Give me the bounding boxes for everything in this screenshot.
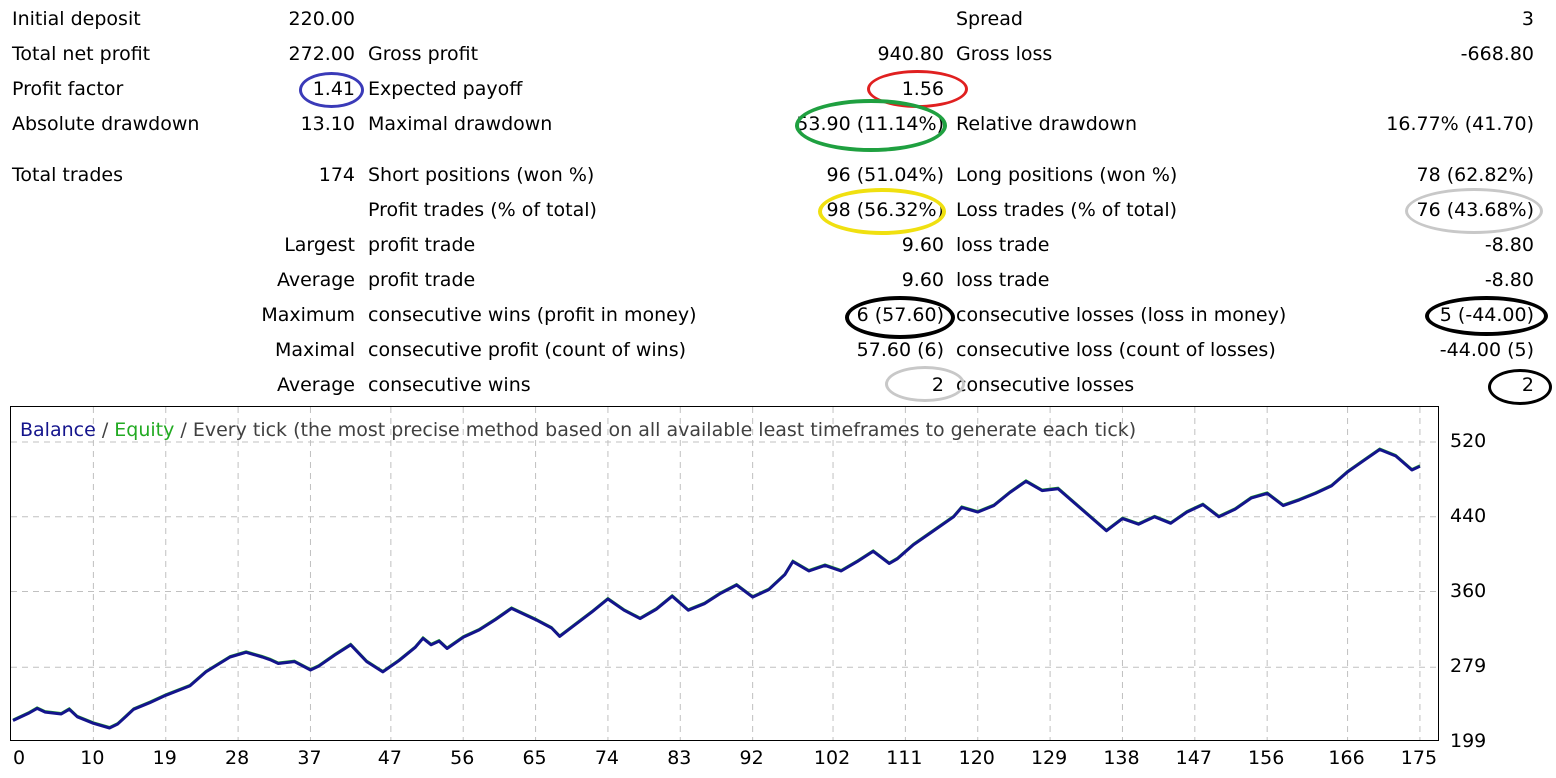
highlight-profit-factor [299,72,364,108]
label-gross-loss: Gross loss [956,43,1053,65]
x-tick-label: 147 [1175,747,1212,769]
value-relative-drawdown: 16.77% (41.70) [1386,113,1534,135]
value-long-positions: 78 (62.82%) [1416,164,1535,186]
x-tick-label: 102 [813,747,851,769]
value-largest-profit-trade: 9.60 [901,234,944,256]
label-absolute-drawdown: Absolute drawdown [12,113,200,135]
highlight-loss-trades [1405,188,1543,234]
chart-legend: Balance / Equity / Every tick (the most … [20,419,1136,441]
highlight-profit-trades [818,188,946,235]
legend-balance: Balance [20,419,96,441]
y-tick-label: 199 [1450,730,1487,752]
x-tick-label: 156 [1248,747,1285,769]
y-tick-label: 279 [1450,655,1487,678]
label-spread: Spread [956,8,1023,30]
x-tick-label: 28 [225,747,250,769]
value-total-trades: 174 [318,164,355,186]
balance-equity-chart [10,406,1439,741]
x-tick-label: 74 [594,747,620,769]
value-largest-loss-trade: -8.80 [1484,234,1534,256]
label-total-trades: Total trades [12,164,123,186]
legend-sep-2: / [174,419,193,441]
label-maximum: Maximum [261,304,355,326]
highlight-max-consecutive-wins [845,296,955,339]
legend-sep-1: / [95,419,115,441]
y-tick-label: 440 [1450,504,1487,527]
value-absolute-drawdown: 13.10 [300,113,355,135]
label-total-net-profit: Total net profit [12,43,151,65]
x-tick-label: 47 [377,747,402,769]
value-average-profit-trade: 9.60 [901,269,944,291]
value-spread: 3 [1521,8,1534,30]
label-relative-drawdown: Relative drawdown [956,113,1137,135]
label-gross-profit: Gross profit [368,43,479,65]
highlight-max-consecutive-losses [1425,296,1548,336]
value-short-positions: 96 (51.04%) [826,164,945,186]
y-tick-label: 520 [1450,430,1487,452]
x-tick-label: 138 [1103,747,1140,769]
label-average: Average [276,269,355,291]
label-average-consecutive: Average [276,374,355,396]
label-long-positions: Long positions (won %) [956,164,1178,186]
label-largest-profit-trade: profit trade [368,234,476,256]
chart-canvas [11,407,1438,740]
legend-method: Every tick (the most precise method base… [192,419,1137,441]
x-tick-label: 92 [739,747,764,769]
value-gross-loss: -668.80 [1460,43,1534,65]
series-balance-line [12,448,1421,730]
x-tick-label: 0 [12,747,26,769]
x-tick-label: 37 [297,747,322,769]
label-largest-loss-trade: loss trade [956,234,1050,256]
label-short-positions: Short positions (won %) [368,164,595,186]
x-tick-label: 19 [152,747,177,769]
label-average-consecutive-wins: consecutive wins [368,374,531,396]
label-maximal: Maximal [275,339,355,361]
value-initial-deposit: 220.00 [288,8,355,30]
x-tick-label: 166 [1328,747,1365,769]
label-max-consecutive-wins: consecutive wins (profit in money) [368,304,697,326]
label-profit-factor: Profit factor [12,78,124,100]
value-maximal-consecutive-loss: -44.00 (5) [1439,339,1534,361]
x-tick-label: 129 [1030,747,1068,769]
highlight-average-consecutive-wins [885,366,965,402]
label-expected-payoff: Expected payoff [368,78,523,100]
label-average-consecutive-losses: consecutive losses [956,374,1135,396]
value-total-net-profit: 272.00 [288,43,355,65]
label-max-consecutive-losses: consecutive losses (loss in money) [956,304,1287,326]
label-average-loss-trade: loss trade [956,269,1050,291]
value-maximal-consecutive-profit: 57.60 (6) [856,339,944,361]
y-tick-label: 360 [1450,579,1487,602]
legend-equity: Equity [114,419,175,441]
label-largest: Largest [284,234,355,256]
value-average-loss-trade: -8.80 [1484,269,1534,291]
label-profit-trades: Profit trades (% of total) [368,199,597,221]
x-tick-label: 120 [958,747,995,769]
label-maximal-consecutive-loss: consecutive loss (count of losses) [956,339,1276,361]
highlight-average-consecutive-losses [1488,369,1552,405]
label-initial-deposit: Initial deposit [12,8,141,30]
label-maximal-drawdown: Maximal drawdown [368,113,553,135]
series-equity-line [12,447,1421,729]
label-average-profit-trade: profit trade [368,269,476,291]
label-loss-trades: Loss trades (% of total) [956,199,1178,221]
x-tick-label: 83 [667,747,692,769]
label-maximal-consecutive-profit: consecutive profit (count of wins) [368,339,687,361]
highlight-maximal-drawdown [795,99,947,152]
x-tick-label: 111 [886,747,923,769]
value-gross-profit: 940.80 [877,43,944,65]
x-tick-label: 10 [80,747,105,769]
x-tick-label: 65 [522,747,547,769]
x-tick-label: 175 [1400,747,1438,769]
x-tick-label: 56 [450,747,475,769]
